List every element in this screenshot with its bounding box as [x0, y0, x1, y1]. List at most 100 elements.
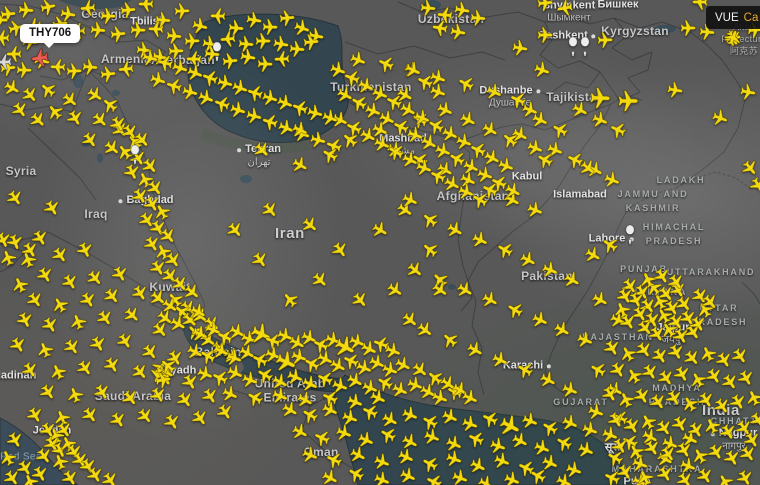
aircraft-icon[interactable] — [99, 7, 117, 25]
aircraft-icon[interactable] — [48, 293, 72, 316]
aircraft-icon[interactable] — [465, 428, 487, 450]
aircraft-icon[interactable] — [438, 328, 462, 352]
aircraft-icon[interactable] — [589, 86, 611, 110]
aircraft-icon[interactable] — [81, 57, 99, 77]
aircraft-icon[interactable] — [376, 423, 399, 447]
aircraft-icon[interactable] — [79, 0, 97, 18]
aircraft-icon[interactable] — [40, 197, 64, 220]
aircraft-icon[interactable] — [78, 128, 102, 152]
aircraft-icon[interactable] — [493, 238, 516, 262]
aircraft-icon[interactable] — [432, 140, 454, 162]
aircraft-icon[interactable] — [228, 99, 249, 121]
aircraft-icon[interactable] — [413, 318, 437, 342]
aircraft-icon[interactable] — [718, 370, 742, 394]
aircraft-icon[interactable] — [109, 263, 132, 285]
aircraft-icon[interactable] — [184, 62, 206, 84]
aircraft-icon[interactable] — [452, 0, 472, 20]
aircraft-icon[interactable] — [680, 346, 704, 370]
aircraft-icon[interactable] — [537, 369, 559, 392]
aircraft-icon[interactable] — [648, 345, 672, 368]
aircraft-icon[interactable] — [323, 449, 345, 471]
aircraft-icon[interactable] — [646, 390, 670, 414]
aircraft-icon[interactable] — [279, 398, 302, 422]
aircraft-icon[interactable] — [74, 239, 96, 261]
aircraft-icon[interactable] — [524, 199, 546, 221]
aircraft-icon[interactable] — [90, 381, 114, 404]
aircraft-icon[interactable] — [375, 53, 397, 75]
aircraft-icon[interactable] — [211, 93, 233, 115]
aircraft-icon[interactable] — [167, 42, 185, 60]
aircraft-icon[interactable] — [26, 108, 50, 132]
aircraft-icon[interactable] — [436, 5, 454, 25]
aircraft-icon[interactable] — [589, 109, 611, 131]
aircraft-icon[interactable] — [213, 401, 237, 424]
aircraft-icon[interactable] — [298, 403, 321, 427]
aircraft-icon[interactable] — [429, 387, 451, 409]
aircraft-icon[interactable] — [15, 61, 33, 79]
aircraft-icon[interactable] — [259, 111, 280, 133]
aircraft-icon[interactable] — [672, 439, 696, 462]
aircraft-icon[interactable] — [586, 358, 609, 382]
aircraft-icon[interactable] — [128, 282, 152, 305]
aircraft-icon[interactable] — [569, 99, 591, 122]
aircraft-icon[interactable] — [58, 88, 82, 112]
aircraft-icon[interactable] — [399, 404, 421, 426]
aircraft-icon[interactable] — [464, 338, 487, 362]
aircraft-icon[interactable] — [585, 401, 607, 423]
aircraft-icon[interactable] — [100, 284, 124, 308]
aircraft-icon[interactable] — [333, 422, 355, 444]
aircraft-icon[interactable] — [559, 412, 581, 434]
aircraft-icon[interactable] — [227, 18, 245, 38]
aircraft-icon[interactable] — [65, 62, 83, 80]
aircraft-icon[interactable] — [402, 59, 424, 81]
aircraft-icon[interactable] — [89, 20, 107, 40]
aircraft-icon[interactable] — [183, 32, 201, 50]
aircraft-icon[interactable] — [109, 24, 127, 44]
aircraft-icon[interactable] — [255, 32, 272, 50]
aircraft-icon[interactable] — [680, 19, 697, 37]
aircraft-icon[interactable] — [243, 386, 266, 410]
aircraft-icon[interactable] — [395, 446, 417, 468]
aircraft-icon[interactable] — [215, 72, 235, 94]
aircraft-icon[interactable] — [455, 181, 477, 203]
aircraft-icon[interactable] — [517, 249, 539, 272]
aircraft-icon[interactable] — [199, 67, 221, 89]
aircraft-icon[interactable] — [501, 469, 523, 485]
aircraft-icon[interactable] — [740, 429, 760, 452]
aircraft-icon[interactable] — [348, 288, 372, 312]
aircraft-icon[interactable] — [128, 360, 152, 384]
aircraft-icon[interactable] — [665, 80, 685, 100]
aircraft-icon[interactable] — [607, 119, 629, 141]
aircraft-icon[interactable] — [710, 394, 734, 418]
aircraft-icon[interactable] — [418, 410, 441, 434]
aircraft-icon[interactable] — [106, 409, 130, 432]
aircraft-icon[interactable] — [479, 408, 501, 430]
aircraft-icon[interactable] — [23, 404, 47, 427]
aircraft-icon[interactable] — [709, 107, 731, 129]
aircraft-icon[interactable] — [369, 83, 391, 105]
aircraft-icon[interactable] — [600, 337, 624, 360]
aircraft-icon[interactable] — [98, 468, 122, 485]
aircraft-icon[interactable] — [347, 49, 369, 71]
aircraft-icon[interactable] — [148, 69, 169, 91]
aircraft-icon[interactable] — [269, 385, 291, 407]
aircraft-icon[interactable] — [261, 18, 279, 36]
aircraft-icon[interactable] — [389, 379, 411, 401]
aircraft-icon[interactable] — [146, 384, 170, 407]
aircraft-icon[interactable] — [63, 107, 87, 130]
aircraft-icon[interactable] — [160, 411, 184, 434]
aircraft-icon[interactable] — [746, 408, 760, 432]
aircraft-icon[interactable] — [421, 426, 443, 448]
aircraft-icon[interactable] — [418, 208, 442, 232]
aircraft-icon[interactable] — [475, 473, 497, 485]
aircraft-icon[interactable] — [434, 99, 456, 121]
aircraft-icon[interactable] — [459, 413, 481, 435]
aircraft-icon[interactable] — [244, 10, 264, 30]
aircraft-icon[interactable] — [244, 105, 264, 127]
aircraft-icon[interactable] — [339, 407, 361, 429]
aircraft-icon[interactable] — [469, 8, 487, 28]
aircraft-icon[interactable] — [128, 185, 152, 208]
aircraft-icon[interactable] — [743, 387, 760, 409]
aircraft-icon[interactable] — [209, 367, 231, 389]
